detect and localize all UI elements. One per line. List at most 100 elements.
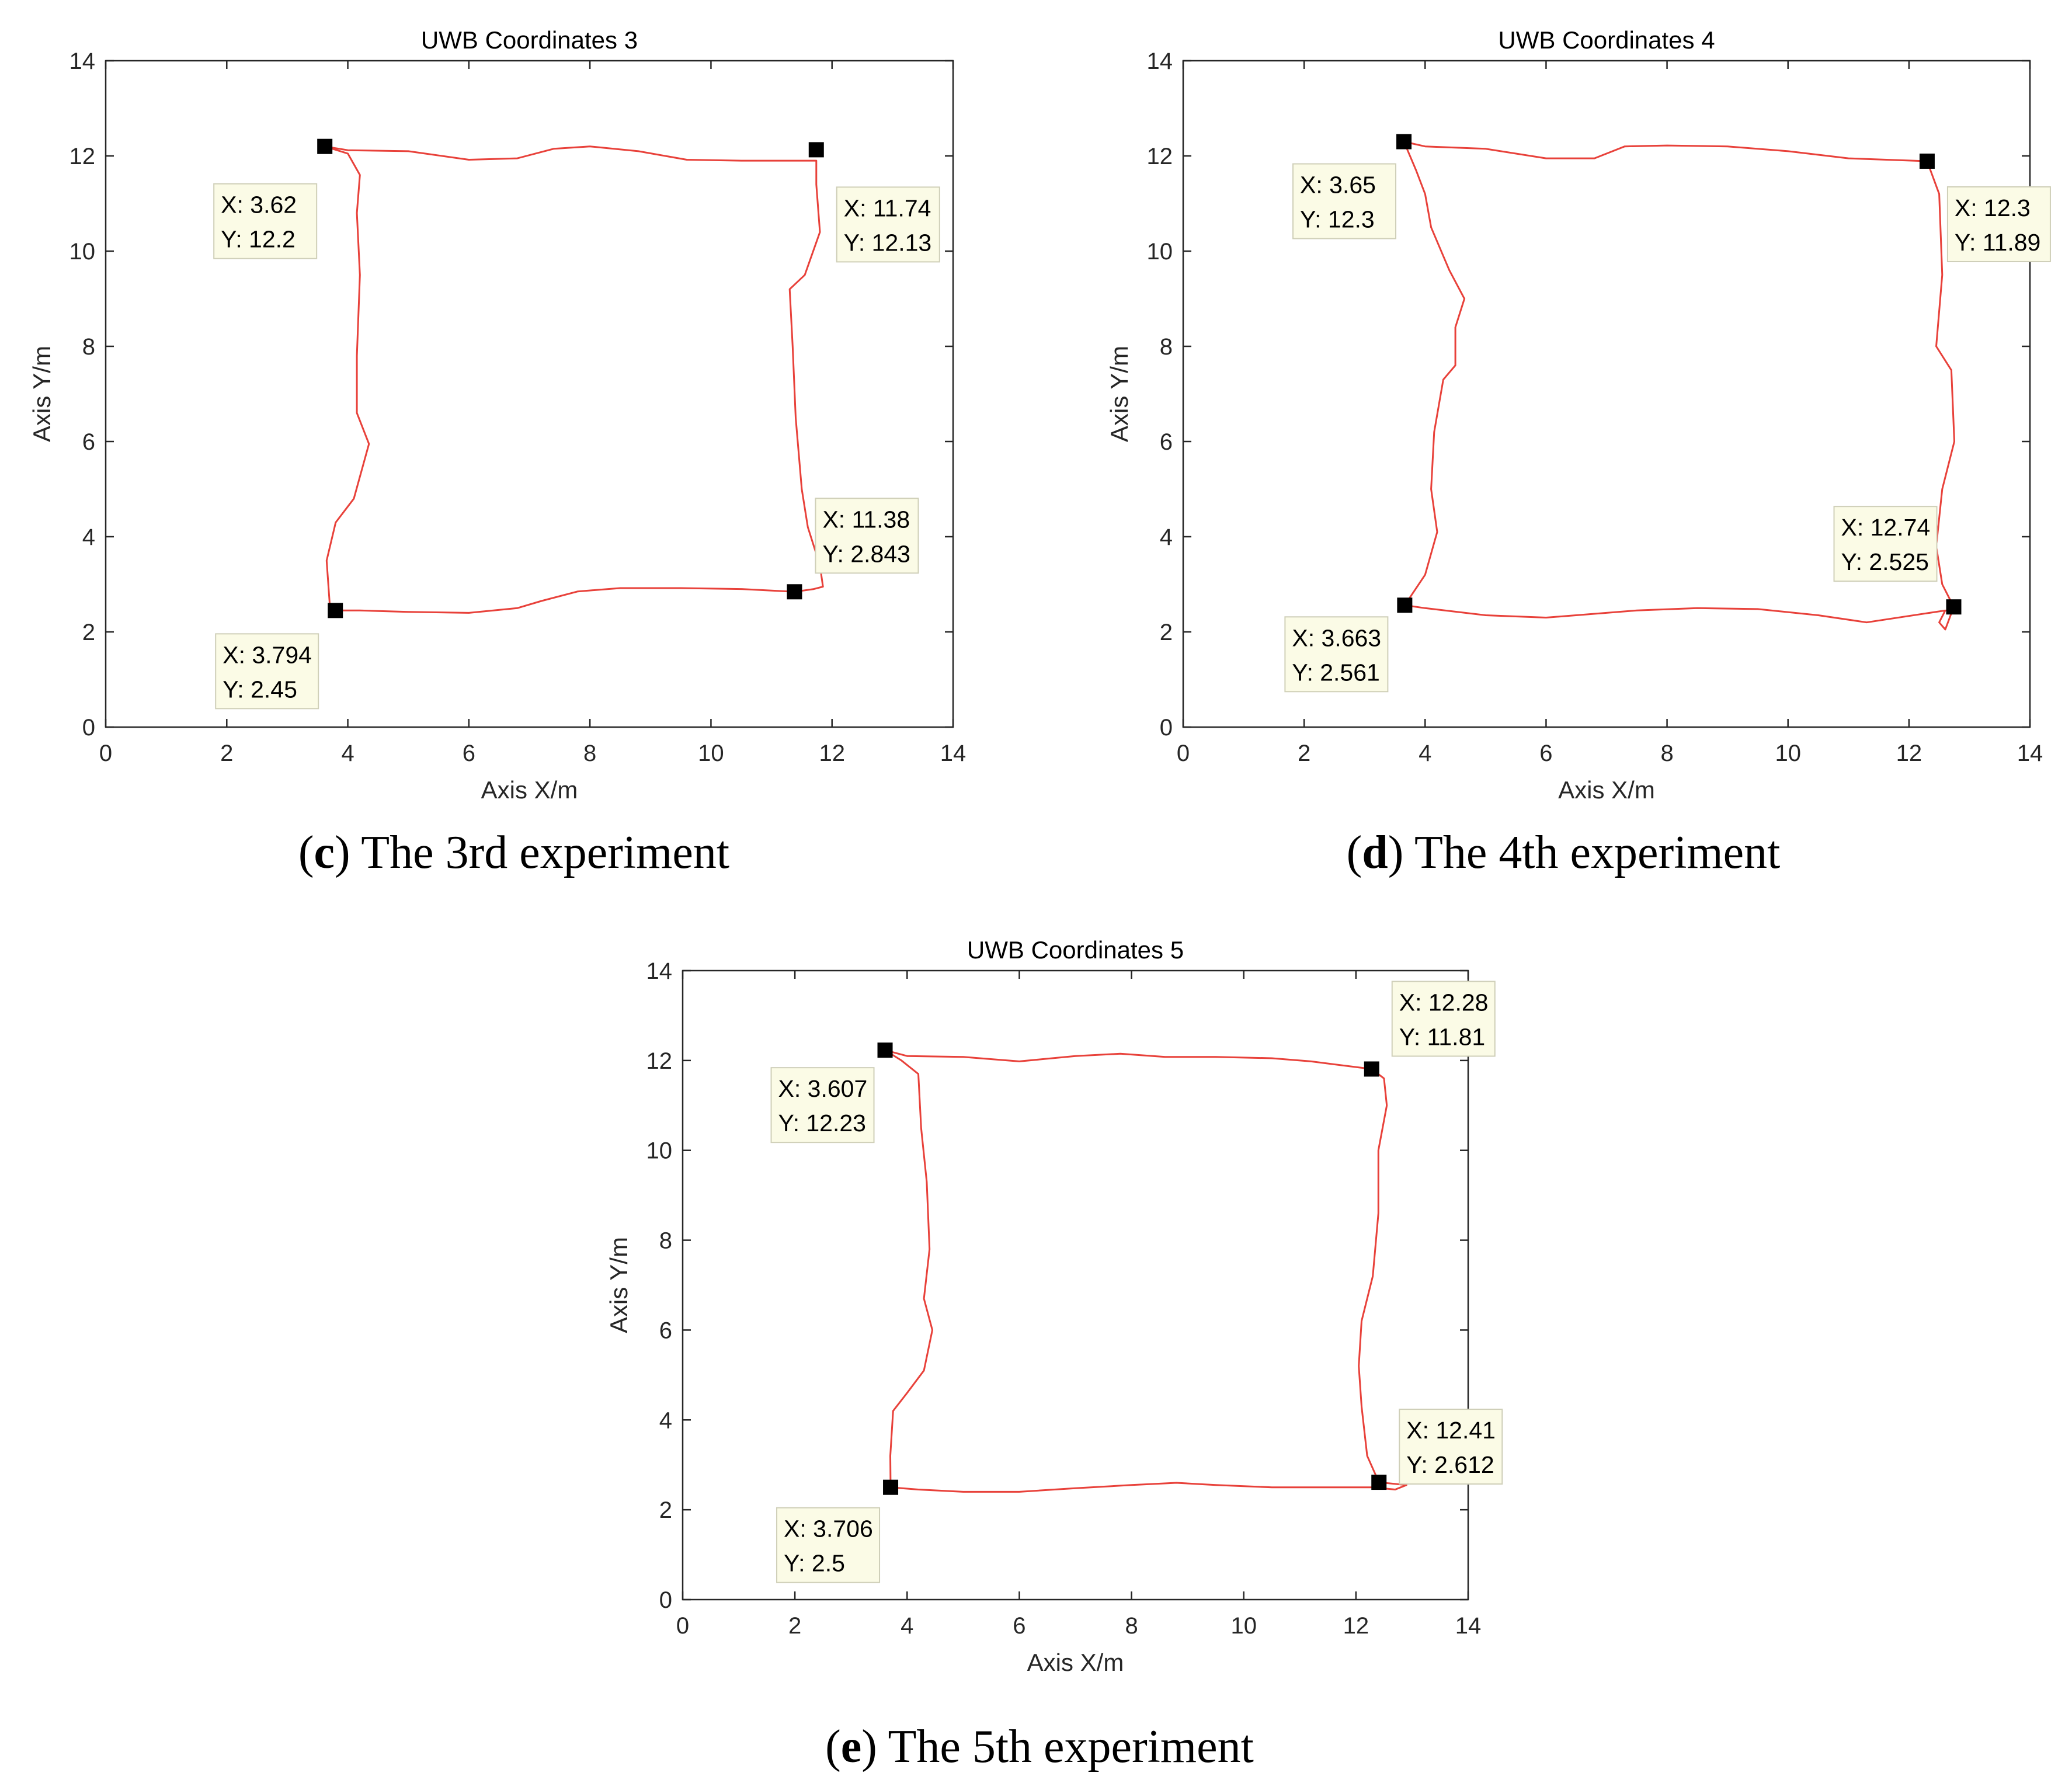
y-tick-label: 0 — [659, 1587, 672, 1613]
caption-letter: d — [1362, 827, 1388, 878]
datatip-y: Y: 2.843 — [822, 540, 910, 567]
caption-body: ) The 4th experiment — [1388, 827, 1781, 878]
x-tick-label: 6 — [463, 741, 475, 766]
datatip-y: Y: 12.2 — [221, 226, 295, 253]
data-marker[interactable] — [328, 603, 343, 618]
datatip-box — [776, 1507, 881, 1583]
y-tick-label: 2 — [82, 620, 95, 645]
x-tick-label: 4 — [1419, 741, 1431, 766]
y-tick-label: 4 — [82, 524, 95, 550]
datatip-box — [1292, 163, 1397, 239]
datatip-box — [1399, 1409, 1503, 1485]
datatip-x: X: 3.607 — [778, 1075, 868, 1102]
chart-title: UWB Coordinates 3 — [421, 26, 638, 54]
datatip-y: Y: 12.3 — [1300, 206, 1375, 233]
y-tick-label: 8 — [659, 1228, 672, 1254]
y-tick-label: 6 — [1160, 429, 1173, 455]
y-tick-label: 10 — [1147, 239, 1173, 265]
x-tick-label: 0 — [1177, 741, 1190, 766]
data-marker[interactable] — [1364, 1061, 1379, 1077]
y-tick-label: 4 — [659, 1407, 672, 1433]
data-marker[interactable] — [883, 1479, 899, 1495]
x-tick-label: 10 — [698, 741, 724, 766]
datatip-y: Y: 2.525 — [1841, 548, 1929, 575]
datatip-y: Y: 12.23 — [778, 1110, 866, 1136]
datatip-y: Y: 2.5 — [784, 1550, 845, 1577]
data-marker[interactable] — [1919, 153, 1935, 169]
datatip-x: X: 3.663 — [1292, 624, 1381, 651]
x-tick-label: 6 — [1013, 1613, 1025, 1639]
data-marker[interactable] — [808, 142, 824, 158]
data-marker[interactable] — [317, 138, 333, 154]
chart-panel-c: 0 2 4 6 8 10 12 14 0 2 4 6 8 10 12 14 UWB Coordinates 3 A… — [28, 26, 966, 878]
datatip-box — [1946, 186, 2051, 262]
x-axis-label: Axis X/m — [1027, 1649, 1124, 1676]
y-tick-label: 12 — [69, 144, 96, 169]
x-tick-label: 4 — [901, 1613, 913, 1639]
chart-panel-d: 0 2 4 6 8 10 12 14 0 2 4 6 8 10 12 14 UWB Coordinates 4 A… — [1105, 26, 2051, 878]
x-axis-label: Axis X/m — [481, 776, 578, 804]
caption-paren-open: ( — [298, 827, 314, 878]
x-tick-label: 8 — [1125, 1613, 1138, 1639]
x-tick-label: 14 — [940, 741, 967, 766]
caption-body: ) The 3rd experiment — [335, 827, 729, 878]
y-tick-label: 12 — [1147, 144, 1173, 169]
datatip-x: X: 12.74 — [1841, 514, 1931, 541]
x-tick-label: 8 — [1660, 741, 1673, 766]
chart-panel-e: 0 2 4 6 8 10 12 14 0 2 4 6 8 10 12 14 UWB Coordinates 5 A… — [605, 936, 1503, 1772]
datatip-x: X: 3.706 — [784, 1516, 873, 1542]
y-tick-label: 10 — [646, 1138, 673, 1164]
datatip-box — [1391, 981, 1496, 1057]
plot-area-e — [682, 969, 1469, 1601]
data-marker[interactable] — [877, 1042, 893, 1058]
x-tick-label: 12 — [1343, 1613, 1369, 1639]
datatip-y: Y: 12.13 — [844, 229, 931, 256]
figure-caption: (e) The 5th experiment — [825, 1721, 1254, 1772]
datatip-box — [770, 1067, 875, 1144]
x-tick-label: 6 — [1539, 741, 1552, 766]
datatip-y: Y: 11.81 — [1399, 1023, 1485, 1050]
x-tick-label: 12 — [819, 741, 845, 766]
y-tick-label: 6 — [82, 429, 95, 455]
y-tick-label: 4 — [1160, 524, 1173, 550]
y-axis-label: Axis Y/m — [28, 346, 55, 442]
y-tick-label: 14 — [1147, 48, 1173, 74]
datatip-y: Y: 2.612 — [1406, 1451, 1494, 1478]
data-marker[interactable] — [787, 584, 802, 600]
caption-paren-open: ( — [825, 1721, 841, 1772]
y-tick-label: 10 — [69, 239, 96, 265]
y-tick-label: 0 — [82, 715, 95, 741]
figure-caption: (d) The 4th experiment — [1347, 827, 1781, 878]
trajectory-line — [1403, 141, 1955, 631]
caption-letter: e — [841, 1721, 862, 1772]
datatip-x: X: 3.794 — [223, 641, 312, 668]
x-tick-label: 0 — [676, 1613, 689, 1639]
x-tick-label: 2 — [788, 1613, 801, 1639]
y-tick-label: 8 — [82, 334, 95, 360]
x-tick-label: 14 — [2017, 741, 2043, 766]
datatip-x: X: 3.65 — [1300, 172, 1376, 199]
data-marker[interactable] — [1946, 599, 1962, 615]
datatip-box — [836, 186, 940, 263]
x-tick-label: 4 — [341, 741, 354, 766]
datatip-x: X: 3.62 — [221, 192, 297, 218]
trajectory-line — [324, 145, 824, 614]
datatip-x: X: 12.28 — [1399, 989, 1489, 1016]
data-marker[interactable] — [1371, 1475, 1387, 1490]
y-tick-label: 12 — [646, 1048, 673, 1074]
datatip-box — [1284, 616, 1389, 693]
data-marker[interactable] — [1396, 134, 1412, 150]
plot-area-c — [105, 60, 954, 728]
y-axis-label: Axis Y/m — [605, 1237, 632, 1333]
datatip-x: X: 11.38 — [822, 506, 910, 533]
x-tick-label: 10 — [1775, 741, 1801, 766]
x-axis-label: Axis X/m — [1558, 776, 1655, 804]
caption-paren-open: ( — [1347, 827, 1362, 878]
x-tick-label: 8 — [583, 741, 596, 766]
caption-body: ) The 5th experiment — [861, 1721, 1254, 1772]
x-tick-label: 2 — [220, 741, 233, 766]
datatip-y: Y: 2.561 — [1292, 659, 1379, 686]
data-marker[interactable] — [1397, 597, 1413, 613]
x-tick-label: 2 — [1298, 741, 1310, 766]
